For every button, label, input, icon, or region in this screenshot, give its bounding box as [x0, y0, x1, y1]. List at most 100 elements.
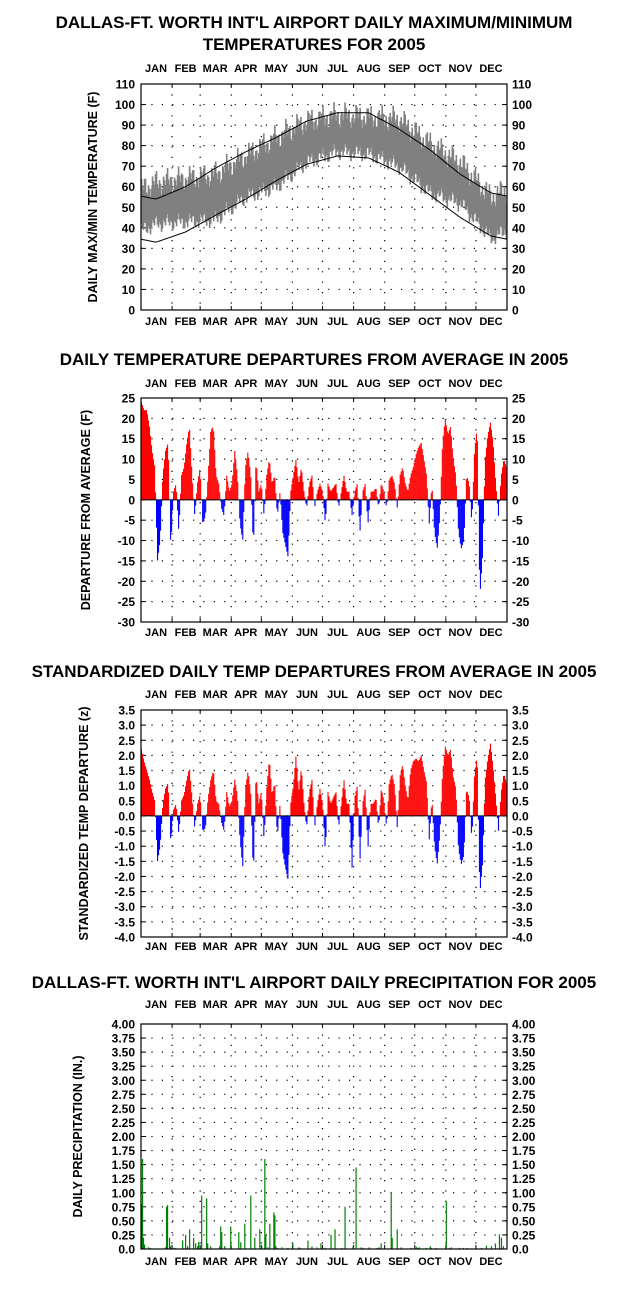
chart-4-ytick-label-left: 0.50: [112, 1214, 136, 1228]
chart-4-month-label-top: NOV: [448, 999, 473, 1011]
chart-4-month-label-bottom: APR: [234, 1256, 257, 1268]
chart-3-ytick-label-left: -1.5: [114, 855, 135, 869]
chart-4-month-label-bottom: OCT: [418, 1256, 442, 1268]
chart-2-ytick-label-left: 0: [128, 493, 135, 507]
chart-1-title-line-1: DALLAS-FT. WORTH INT'L AIRPORT DAILY MAX…: [55, 13, 573, 32]
chart-2-ytick-label-right: 20: [512, 412, 526, 426]
chart-4-ytick-label-right: 3.25: [512, 1060, 536, 1074]
chart-4-ylabel: DAILY PRECIPITATION (IN.): [71, 1055, 85, 1217]
chart-3-month-label-bottom: OCT: [418, 941, 442, 953]
chart-1-month-label-top: JUL: [327, 63, 348, 75]
chart-3-ytick-label-right: 3.0: [512, 719, 529, 733]
chart-4-ytick-label-right: 3.50: [512, 1046, 536, 1060]
chart-2-ytick-label-left: 5: [128, 473, 135, 487]
chart-4-ytick-label-right: 2.00: [512, 1130, 536, 1144]
chart-4-ytick-label-right: 2.25: [512, 1116, 536, 1130]
chart-3-ylabel: STANDARDIZED TEMP DEPARTURE (z): [77, 706, 91, 940]
chart-2-ytick-label-left: -5: [124, 514, 135, 528]
chart-3-month-label-bottom: JUL: [327, 941, 348, 953]
chart-4-month-label-top: MAY: [265, 999, 289, 1011]
chart-4-month-label-top: APR: [234, 999, 257, 1011]
chart-1-ytick-label-right: 20: [512, 262, 526, 276]
chart-4-month-label-top: JAN: [145, 999, 167, 1011]
chart-4-month-label-top: OCT: [418, 999, 442, 1011]
chart-1-month-label-top: OCT: [418, 63, 442, 75]
chart-3-ytick-label-right: 1.5: [512, 764, 529, 778]
chart-4-month-label-bottom: AUG: [356, 1256, 380, 1268]
chart-3-ytick-label-left: -3.5: [114, 915, 135, 929]
chart-3-month-label-bottom: SEP: [388, 941, 410, 953]
chart-4-ytick-label-left: 3.25: [112, 1060, 136, 1074]
chart-2-ytick-label-left: 15: [122, 432, 136, 446]
chart-4-ytick-label-right: 0.75: [512, 1200, 536, 1214]
chart-2-ytick-label-left: 25: [122, 392, 136, 406]
chart-2-month-label-top: JUN: [296, 378, 318, 390]
chart-2-ytick-label-right: 5: [512, 473, 519, 487]
chart-1-ytick-label-left: 30: [122, 242, 136, 256]
chart-2-ytick-label-right: -15: [512, 554, 530, 568]
chart-4-ytick-label-left: 3.00: [112, 1074, 136, 1088]
chart-2-month-label-top: JUL: [327, 378, 348, 390]
chart-3-ytick-label-right: 0.5: [512, 794, 529, 808]
chart-1-ytick-label-left: 0: [128, 304, 135, 318]
chart-2-ytick-label-right: 10: [512, 453, 526, 467]
chart-1-month-label-top: JAN: [145, 63, 167, 75]
chart-3-month-label-top: NOV: [448, 689, 473, 701]
chart-1-month-label-bottom: FEB: [175, 316, 197, 328]
chart-3-ytick-label-right: 3.5: [512, 704, 529, 718]
chart-2-ytick-label-right: -25: [512, 595, 530, 609]
chart-4-month-label-bottom: JUL: [327, 1256, 348, 1268]
chart-3-month-label-bottom: MAR: [203, 941, 228, 953]
chart-3-ytick-label-left: -1.0: [114, 840, 135, 854]
chart-4-ytick-label-right: 1.75: [512, 1144, 536, 1158]
chart-3-month-label-top: SEP: [388, 689, 410, 701]
chart-4-ytick-label-left: 1.75: [112, 1144, 136, 1158]
chart-1-month-label-bottom: JUN: [296, 316, 318, 328]
chart-1-ylabel: DAILY MAX/MIN TEMPERATURE (F): [86, 92, 100, 303]
chart-2-ytick-label-left: 10: [122, 453, 136, 467]
chart-3-ytick-label-left: 1.0: [118, 779, 135, 793]
chart-3-ytick-label-right: 2.5: [512, 734, 529, 748]
chart-1-month-label-top: MAR: [203, 63, 228, 75]
chart-4-title: DALLAS-FT. WORTH INT'L AIRPORT DAILY PRE…: [31, 973, 597, 992]
chart-2-month-label-bottom: MAR: [203, 627, 228, 639]
chart-3-month-label-top: APR: [234, 689, 257, 701]
chart-3-ytick-label-left: 2.5: [118, 734, 135, 748]
chart-2-month-label-bottom: JAN: [145, 627, 167, 639]
chart-3-ytick-label-right: 1.0: [512, 779, 529, 793]
chart-2-month-label-top: MAY: [265, 378, 289, 390]
chart-1-normal-low-line: [141, 155, 507, 243]
chart-2-month-label-bottom: DEC: [479, 627, 502, 639]
chart-3-ytick-label-left: 2.0: [118, 749, 135, 763]
chart-4-ytick-label-left: 0.75: [112, 1200, 136, 1214]
chart-4-month-label-bottom: DEC: [479, 1256, 502, 1268]
chart-1-month-label-bottom: MAR: [203, 316, 228, 328]
chart-1-month-label-top: JUN: [296, 63, 318, 75]
chart-3-month-label-top: OCT: [418, 689, 442, 701]
chart-1-month-label-bottom: OCT: [418, 316, 442, 328]
chart-4-month-label-top: SEP: [388, 999, 410, 1011]
chart-2-ytick-label-left: 20: [122, 412, 136, 426]
chart-4-plot-frame: [140, 1023, 508, 1250]
chart-3-ytick-label-left: -2.5: [114, 885, 135, 899]
chart-4-ytick-label-left: 4.00: [112, 1018, 136, 1032]
chart-4-ytick-label-left: 0.0: [118, 1243, 135, 1257]
chart-1-ytick-label-left: 90: [122, 119, 136, 133]
chart-1-month-label-top: DEC: [479, 63, 502, 75]
chart-3-ytick-label-left: -2.0: [114, 870, 135, 884]
chart-4-month-label-bottom: NOV: [448, 1256, 473, 1268]
chart-3-ytick-label-left: -0.5: [114, 825, 135, 839]
chart-3-month-label-bottom: FEB: [175, 941, 197, 953]
chart-4-ytick-label-left: 0.25: [112, 1228, 136, 1242]
chart-4-ytick-label-left: 2.25: [112, 1116, 136, 1130]
chart-1-ytick-label-left: 40: [122, 221, 136, 235]
chart-2-month-label-bottom: MAY: [265, 627, 289, 639]
chart-2-month-label-top: NOV: [448, 378, 473, 390]
chart-1-month-label-top: NOV: [448, 63, 473, 75]
chart-3-ytick-label-right: 0.0: [512, 809, 529, 823]
chart-1-month-label-top: APR: [234, 63, 257, 75]
chart-4-ytick-label-right: 1.50: [512, 1158, 536, 1172]
chart-3-ytick-label-left: 1.5: [118, 764, 135, 778]
chart-2-month-label-top: OCT: [418, 378, 442, 390]
